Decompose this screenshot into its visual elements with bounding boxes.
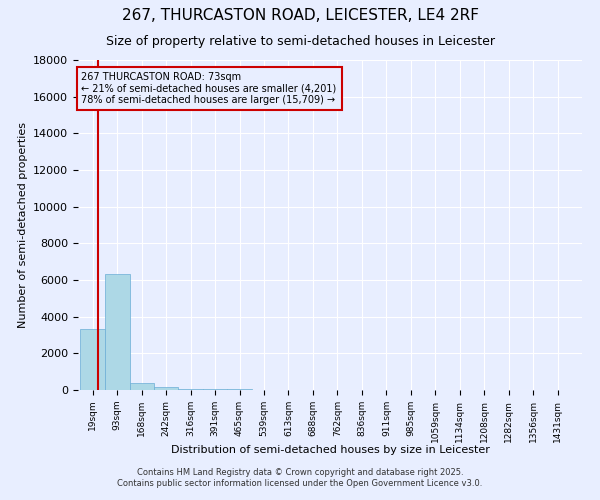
X-axis label: Distribution of semi-detached houses by size in Leicester: Distribution of semi-detached houses by … xyxy=(170,444,490,454)
Text: 267, THURCASTON ROAD, LEICESTER, LE4 2RF: 267, THURCASTON ROAD, LEICESTER, LE4 2RF xyxy=(121,8,479,23)
Text: Size of property relative to semi-detached houses in Leicester: Size of property relative to semi-detach… xyxy=(106,35,494,48)
Bar xyxy=(105,274,130,390)
Y-axis label: Number of semi-detached properties: Number of semi-detached properties xyxy=(17,122,28,328)
Bar xyxy=(154,387,178,390)
Text: Contains HM Land Registry data © Crown copyright and database right 2025.
Contai: Contains HM Land Registry data © Crown c… xyxy=(118,468,482,487)
Bar xyxy=(203,389,227,390)
Bar xyxy=(80,328,105,390)
Bar xyxy=(178,388,203,390)
Text: 267 THURCASTON ROAD: 73sqm
← 21% of semi-detached houses are smaller (4,201)
78%: 267 THURCASTON ROAD: 73sqm ← 21% of semi… xyxy=(82,72,337,105)
Bar xyxy=(130,383,154,390)
